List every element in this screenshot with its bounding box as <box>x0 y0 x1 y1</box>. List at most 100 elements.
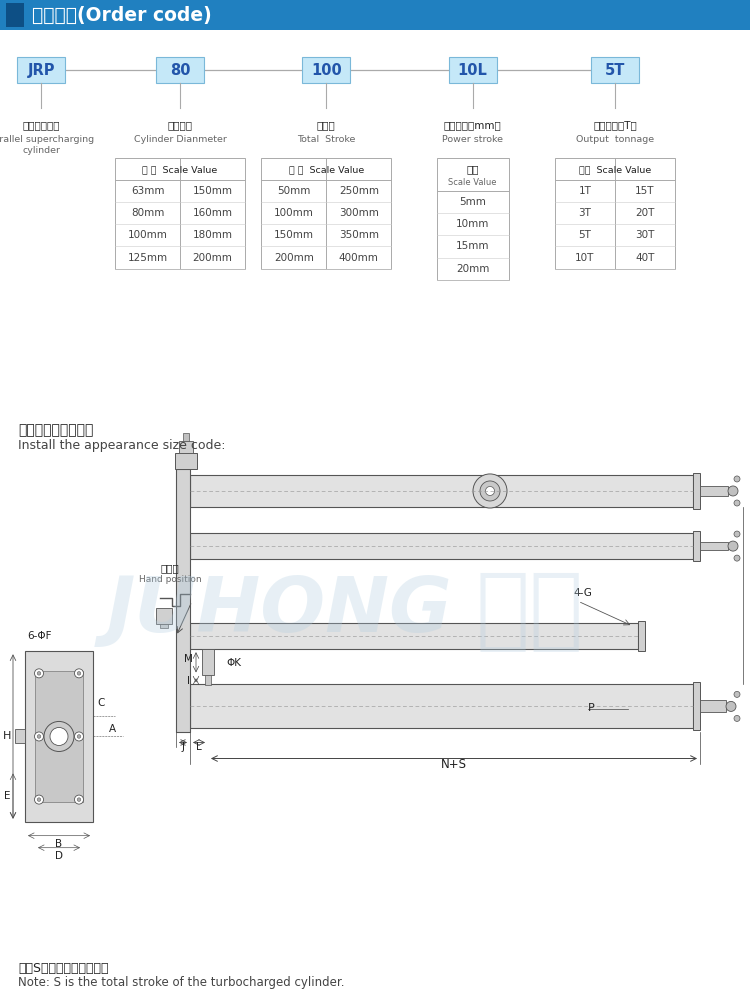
Text: 6-ΦF: 6-ΦF <box>27 631 52 641</box>
Circle shape <box>726 701 736 711</box>
Text: 总行程: 总行程 <box>316 120 336 130</box>
Circle shape <box>728 541 738 551</box>
Bar <box>183 473 190 509</box>
Text: 订购代码(Order code): 订购代码(Order code) <box>32 6 212 24</box>
Text: Cylinder Dianmeter: Cylinder Dianmeter <box>134 135 226 144</box>
Bar <box>205 675 211 685</box>
Circle shape <box>38 671 40 675</box>
Text: D: D <box>55 851 63 861</box>
Bar <box>700 486 728 496</box>
Bar <box>17 57 65 83</box>
Text: 30T: 30T <box>635 230 655 240</box>
Text: 标值  Scale Value: 标值 Scale Value <box>579 165 651 173</box>
Text: Scale Value: Scale Value <box>448 178 497 187</box>
Text: A: A <box>109 724 116 734</box>
Bar <box>302 57 350 83</box>
Text: Output  tonnage: Output tonnage <box>576 135 654 144</box>
Text: Total  Stroke: Total Stroke <box>297 135 356 144</box>
Text: H: H <box>3 731 11 741</box>
Circle shape <box>74 796 83 804</box>
Text: 150mm: 150mm <box>193 186 232 196</box>
Bar <box>156 57 204 83</box>
Text: 150mm: 150mm <box>274 230 314 240</box>
Text: 350mm: 350mm <box>339 230 379 240</box>
Circle shape <box>77 798 81 802</box>
Text: Parallel supercharging
cylinder: Parallel supercharging cylinder <box>0 135 94 154</box>
Bar <box>190 684 693 728</box>
Circle shape <box>473 474 507 508</box>
Bar <box>183 531 190 561</box>
Text: 125mm: 125mm <box>128 253 167 263</box>
Bar <box>160 624 168 628</box>
Circle shape <box>480 481 500 501</box>
Bar <box>261 158 392 269</box>
Bar <box>700 700 726 712</box>
Circle shape <box>734 691 740 697</box>
Text: 油缸缸径: 油缸缸径 <box>167 120 193 130</box>
Bar <box>156 608 172 624</box>
Circle shape <box>38 734 40 738</box>
Text: 100mm: 100mm <box>128 230 167 240</box>
Text: 50mm: 50mm <box>277 186 310 196</box>
Text: I: I <box>187 676 190 686</box>
Text: 5mm: 5mm <box>459 197 486 207</box>
Text: 180mm: 180mm <box>193 230 232 240</box>
Text: Install the appearance size code:: Install the appearance size code: <box>18 439 226 452</box>
Bar <box>175 453 197 469</box>
Circle shape <box>77 734 81 738</box>
Text: N+S: N+S <box>441 758 467 771</box>
Bar <box>183 433 189 441</box>
Text: 63mm: 63mm <box>130 186 164 196</box>
Bar <box>436 158 508 280</box>
Text: C: C <box>97 698 104 708</box>
Text: 15mm: 15mm <box>456 241 489 252</box>
Circle shape <box>34 669 44 678</box>
Circle shape <box>34 796 44 804</box>
Circle shape <box>734 555 740 561</box>
Text: 增压行程（mm）: 增压行程（mm） <box>444 120 501 130</box>
Circle shape <box>50 727 68 745</box>
Circle shape <box>74 669 83 678</box>
Text: 珖容: 珖容 <box>476 567 584 655</box>
Bar <box>183 621 190 651</box>
Circle shape <box>728 486 738 496</box>
Circle shape <box>74 731 83 741</box>
Bar <box>176 469 190 732</box>
Text: 4-G: 4-G <box>573 588 592 598</box>
Text: 并列式增压缸: 并列式增压缸 <box>22 120 60 130</box>
Bar <box>448 57 497 83</box>
Bar <box>693 531 700 561</box>
Bar <box>693 682 700 730</box>
Bar <box>591 57 639 83</box>
Text: L: L <box>196 742 202 753</box>
Text: 注：S为增压缸的总行程。: 注：S为增压缸的总行程。 <box>18 962 109 975</box>
Text: 100: 100 <box>310 63 341 77</box>
Text: 250mm: 250mm <box>339 186 379 196</box>
Bar <box>15 729 25 743</box>
Bar <box>35 671 83 802</box>
Bar <box>693 473 700 509</box>
Text: JRP: JRP <box>28 63 55 77</box>
Bar <box>115 158 245 269</box>
Bar <box>190 475 693 507</box>
Text: M: M <box>184 654 193 664</box>
Circle shape <box>485 487 494 496</box>
Text: 20T: 20T <box>635 208 655 218</box>
Text: 标 值  Scale Value: 标 值 Scale Value <box>289 165 364 173</box>
Text: 20mm: 20mm <box>456 264 489 274</box>
Bar <box>183 682 190 730</box>
Text: 标 值  Scale Value: 标 值 Scale Value <box>142 165 218 173</box>
Bar <box>25 651 93 822</box>
Text: 3T: 3T <box>578 208 592 218</box>
Circle shape <box>734 476 740 482</box>
Circle shape <box>734 531 740 537</box>
Bar <box>202 649 214 675</box>
Text: 160mm: 160mm <box>193 208 232 218</box>
Bar <box>700 542 728 550</box>
Text: 10L: 10L <box>458 63 488 77</box>
Circle shape <box>77 671 81 675</box>
Text: 标值: 标值 <box>466 164 478 174</box>
Text: Note: S is the total stroke of the turbocharged cylinder.: Note: S is the total stroke of the turbo… <box>18 976 344 989</box>
Bar <box>190 533 693 559</box>
Text: 5T: 5T <box>604 63 625 77</box>
